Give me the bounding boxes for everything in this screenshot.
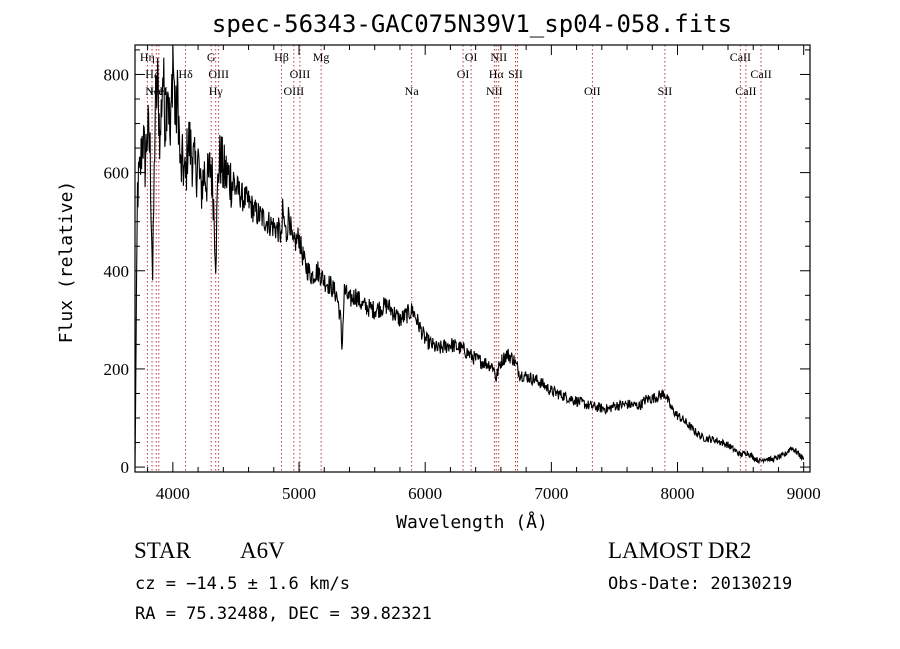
spectral-line-label: Hη — [140, 50, 155, 64]
spectral-line-label: HeI — [150, 84, 168, 98]
x-tick-label: 6000 — [408, 484, 442, 503]
spectral-line-label: Na — [405, 84, 420, 98]
spectral-line-label: CaII — [750, 67, 771, 81]
spectral-line-label: Hα — [489, 67, 505, 81]
spectral-line-markers: HηHζNeIIHeIHδGHγOIIIHβOIIIOIIIMgNaOIOINI… — [140, 45, 772, 472]
spectral-line-label: SII — [508, 67, 523, 81]
chart-title: spec-56343-GAC075N39V1_sp04-058.fits — [212, 10, 732, 38]
y-tick-label: 200 — [104, 360, 130, 379]
y-tick-label: 600 — [104, 164, 130, 183]
coordinates-text: RA = 75.32488, DEC = 39.82321 — [135, 604, 432, 624]
x-tick-label: 8000 — [661, 484, 695, 503]
spectral-line-label: OII — [584, 84, 601, 98]
axis-ticks: 4000 5000 6000 7000 8000 9000 0 200 400 600 800 — [104, 45, 821, 503]
spectral-line-label: OIII — [284, 84, 305, 98]
y-tick-label: 800 — [104, 65, 130, 84]
x-tick-label: 4000 — [156, 484, 190, 503]
spectral-line-label: OIII — [208, 67, 229, 81]
y-tick-label: 400 — [104, 262, 130, 281]
x-tick-label: 7000 — [534, 484, 568, 503]
spectral-line-label: SII — [658, 84, 673, 98]
object-subclass: A6V — [240, 538, 285, 563]
x-tick-label: 5000 — [282, 484, 316, 503]
y-tick-label: 0 — [121, 458, 130, 477]
spectral-line-label: CaII — [730, 50, 751, 64]
spectral-line-label: CaII — [735, 84, 756, 98]
x-axis-label: Wavelength (Å) — [396, 511, 548, 533]
spectral-line-label: Hγ — [209, 84, 224, 98]
plot-frame — [134, 44, 811, 473]
spectral-line-label: Hβ — [274, 50, 289, 64]
spectral-line-label: Mg — [313, 50, 330, 64]
spectral-line-label: OI — [465, 50, 478, 64]
spectral-line-label: G — [207, 50, 216, 64]
spectral-line-label: NII — [486, 84, 503, 98]
x-tick-label: 9000 — [787, 484, 821, 503]
y-axis-label: Flux (relative) — [56, 181, 77, 344]
redshift-text: cz = −14.5 ± 1.6 km/s — [135, 574, 350, 594]
object-class: STAR — [134, 538, 191, 563]
spectrum-line — [134, 45, 805, 466]
survey-name: LAMOST DR2 — [608, 538, 752, 563]
spectral-line-label: Hδ — [178, 67, 193, 81]
spectral-line-label: NII — [490, 50, 507, 64]
spectral-line-label: OIII — [290, 67, 311, 81]
spectral-line-label: OI — [457, 67, 470, 81]
obs-date: Obs-Date: 20130219 — [608, 574, 793, 594]
